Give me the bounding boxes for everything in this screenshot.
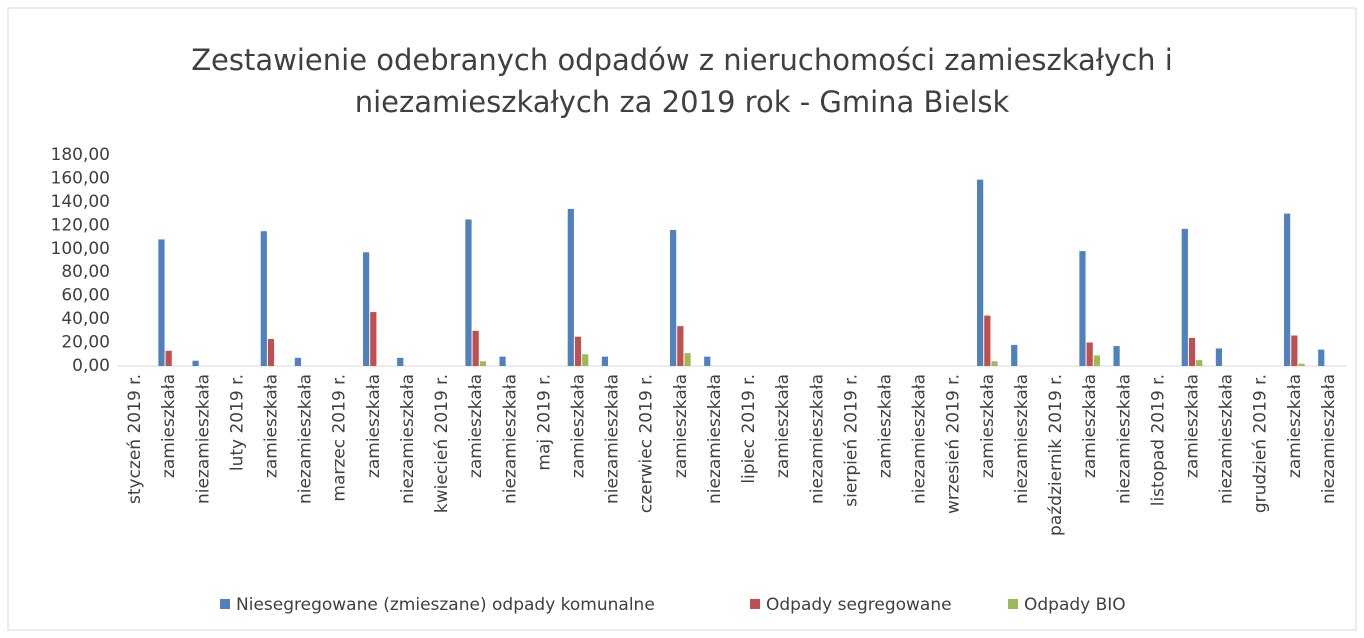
bar <box>397 357 404 366</box>
x-tick-label: listopad 2019 r. <box>1148 374 1168 506</box>
x-tick-label: niezamieszkała <box>1114 374 1134 504</box>
bar <box>192 360 199 366</box>
x-tick-label: zamieszkała <box>671 374 691 478</box>
chart-title: niezamieszkałych za 2019 rok - Gmina Bie… <box>355 85 1010 119</box>
bar <box>670 230 677 366</box>
chart-border <box>7 7 1357 631</box>
bar <box>1093 355 1100 366</box>
chart-title: Zestawienie odebranych odpadów z nieruch… <box>191 43 1173 77</box>
bar <box>1079 251 1086 366</box>
x-tick-label: niezamieszkała <box>193 374 213 504</box>
x-tick-label: niezamieszkała <box>1319 374 1339 504</box>
bar <box>1298 363 1305 366</box>
bar <box>294 357 302 366</box>
bar <box>472 330 479 366</box>
x-tick-label: grudzień 2019 r. <box>1251 374 1271 513</box>
legend-swatch <box>1008 599 1018 609</box>
bar <box>499 356 506 366</box>
legend-swatch <box>220 599 230 609</box>
y-tick-label: 140,00 <box>51 192 110 212</box>
bar <box>1113 346 1120 366</box>
x-tick-label: luty 2019 r. <box>227 374 247 471</box>
bar <box>267 339 275 366</box>
x-tick-label: zamieszkała <box>978 374 998 478</box>
bar <box>677 326 684 366</box>
y-tick-label: 40,00 <box>61 309 110 329</box>
x-tick-label: zamieszkała <box>569 374 589 478</box>
y-tick-label: 180,00 <box>51 145 110 165</box>
x-tick-label: czerwiec 2019 r. <box>637 374 657 513</box>
y-tick-label: 160,00 <box>51 168 110 188</box>
bar <box>1086 342 1093 366</box>
x-tick-label: sierpień 2019 r. <box>841 374 861 507</box>
bar <box>991 361 998 366</box>
bar <box>158 239 165 366</box>
bar <box>1318 349 1325 366</box>
y-tick-label: 100,00 <box>51 239 110 259</box>
x-tick-label: zamieszkała <box>876 374 896 478</box>
bar <box>582 354 589 366</box>
bar <box>1284 213 1291 366</box>
x-tick-label: zamieszkała <box>364 374 384 478</box>
x-tick-label: niezamieszkała <box>705 374 725 504</box>
bar <box>465 219 472 366</box>
bar <box>260 231 267 366</box>
x-tick-label: niezamieszkała <box>1012 374 1032 504</box>
x-tick-label: zamieszkała <box>159 374 179 478</box>
bar <box>1291 335 1298 366</box>
bar <box>574 336 582 366</box>
x-tick-label: niezamieszkała <box>603 374 623 504</box>
bar <box>984 315 991 366</box>
x-tick-label: marzec 2019 r. <box>330 374 350 502</box>
x-tick-label: niezamieszkała <box>500 374 520 504</box>
x-tick-label: zamieszkała <box>1285 374 1305 478</box>
y-tick-label: 120,00 <box>51 215 110 235</box>
bar <box>1188 337 1196 366</box>
x-tick-label: kwiecień 2019 r. <box>432 374 452 513</box>
y-tick-label: 80,00 <box>61 262 110 282</box>
legend-label: Odpady segregowane <box>766 595 952 615</box>
y-tick-label: 20,00 <box>61 333 110 353</box>
x-tick-label: niezamieszkała <box>398 374 418 504</box>
bar <box>363 252 370 366</box>
x-tick-label: zamieszkała <box>1183 374 1203 478</box>
x-tick-label: niezamieszkała <box>1217 374 1237 504</box>
x-tick-label: wrzesień 2019 r. <box>944 374 964 514</box>
x-tick-label: lipiec 2019 r. <box>739 374 759 484</box>
bar <box>165 350 172 366</box>
x-tick-label: niezamieszkała <box>910 374 930 504</box>
x-tick-label: niezamieszkała <box>296 374 316 504</box>
bar <box>370 312 377 366</box>
legend-swatch <box>750 599 760 609</box>
bar <box>567 208 574 366</box>
bar <box>1215 348 1223 366</box>
bar <box>601 356 609 366</box>
x-tick-label: maj 2019 r. <box>534 374 554 471</box>
legend-label: Odpady BIO <box>1024 595 1126 615</box>
bar <box>1196 360 1203 366</box>
bar <box>1181 228 1188 366</box>
x-tick-label: zamieszkała <box>773 374 793 478</box>
bar <box>1011 344 1018 366</box>
bar <box>479 361 486 366</box>
x-tick-label: zamieszkała <box>466 374 486 478</box>
bar <box>684 353 691 366</box>
bar <box>977 179 984 366</box>
x-tick-label: zamieszkała <box>1080 374 1100 478</box>
bar <box>704 356 711 366</box>
x-tick-label: styczeń 2019 r. <box>125 374 145 504</box>
x-tick-label: październik 2019 r. <box>1046 374 1066 536</box>
legend-label: Niesegregowane (zmieszane) odpady komuna… <box>236 595 655 615</box>
x-tick-label: zamieszkała <box>262 374 282 478</box>
y-tick-label: 0,00 <box>72 356 110 376</box>
x-tick-label: niezamieszkała <box>807 374 827 504</box>
y-tick-label: 60,00 <box>61 286 110 306</box>
